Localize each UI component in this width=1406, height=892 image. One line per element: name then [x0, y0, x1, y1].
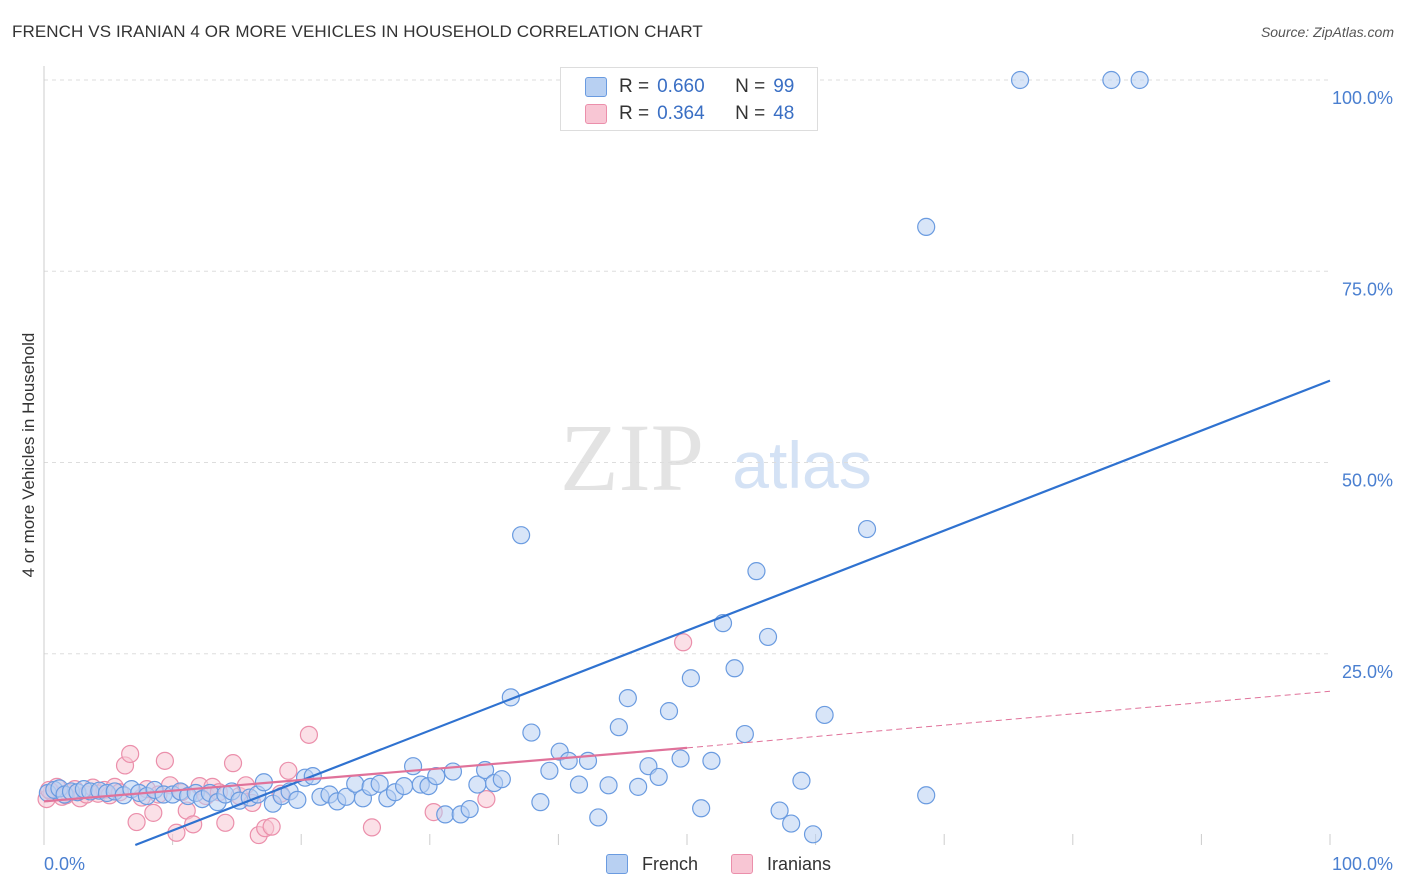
source-credit: Source: ZipAtlas.com	[1260, 24, 1394, 40]
iranians-legend-label: Iranians	[767, 853, 832, 874]
y-tick-label: 25.0%	[1342, 662, 1393, 682]
french-point	[629, 777, 648, 796]
french-point	[792, 771, 811, 790]
iranians-trend-extension	[686, 690, 1331, 749]
french-point	[747, 562, 766, 581]
french-point	[443, 762, 463, 781]
french-point	[659, 702, 679, 721]
french-point	[1130, 70, 1149, 90]
french-point	[681, 669, 700, 688]
french-point	[692, 799, 711, 818]
french-point	[540, 761, 559, 780]
iranians-point	[155, 751, 174, 770]
french-point	[370, 774, 389, 793]
chart-title: FRENCH VS IRANIAN 4 OR MORE VEHICLES IN …	[12, 22, 703, 41]
iranians-point	[144, 803, 163, 822]
iranians-point	[121, 744, 140, 764]
french-point	[460, 799, 479, 819]
legend-box: R = 0.660 N = 99 R = 0.364 N = 48	[560, 67, 818, 131]
trend-lines	[43, 379, 1331, 847]
french-point	[288, 790, 307, 809]
iranians-point	[279, 761, 298, 780]
french-point	[735, 724, 754, 744]
french-point	[857, 519, 877, 539]
iranians-point	[223, 754, 243, 773]
tick-labels: 25.0% 50.0% 75.0% 100.0% 0.0% 100.0%	[44, 88, 1393, 874]
french-point	[1010, 70, 1030, 90]
iranians-point	[299, 725, 319, 744]
french-point	[702, 751, 721, 770]
y-axis-label: 4 or more Vehicles in Household	[19, 333, 38, 578]
gridlines	[44, 79, 1330, 655]
french-point	[436, 805, 455, 824]
legend-r-label: R =	[619, 103, 650, 124]
french-swatch	[606, 854, 628, 874]
iranians-point	[477, 789, 496, 809]
french-point	[618, 689, 637, 708]
french-point	[725, 659, 744, 678]
bottom-legend-french: French	[606, 852, 698, 876]
french-point	[917, 217, 936, 236]
watermark-zip: ZIP	[560, 404, 704, 511]
french-point	[609, 718, 628, 737]
french-point	[671, 749, 690, 768]
french-point	[559, 751, 578, 770]
x-tick-label-min: 0.0%	[44, 854, 85, 874]
legend-n-label: N =	[735, 103, 766, 124]
iranians-r-value: 0.364	[657, 103, 705, 124]
french-point	[569, 775, 589, 794]
french-point	[531, 793, 550, 812]
iranians-point	[674, 633, 693, 652]
french-point	[512, 526, 531, 545]
legend-row-iranians: R = 0.364 N = 48	[585, 102, 794, 126]
legend-row-french: R = 0.660 N = 99	[585, 75, 794, 99]
iranians-point	[262, 817, 281, 836]
y-tick-label: 50.0%	[1342, 471, 1393, 491]
french-point	[815, 705, 834, 725]
french-r-value: 0.660	[657, 76, 705, 97]
x-tick-label-max: 100.0%	[1332, 854, 1393, 874]
legend-n-label: N =	[735, 76, 766, 97]
french-point	[1102, 70, 1121, 90]
y-tick-label: 75.0%	[1342, 279, 1393, 299]
iranians-n-value: 48	[773, 103, 795, 124]
french-swatch	[585, 77, 607, 97]
french-point	[917, 786, 936, 805]
french-point	[599, 776, 618, 795]
iranians-point	[362, 818, 382, 837]
french-point	[589, 808, 608, 827]
french-point	[758, 627, 778, 647]
y-tick-label: 100.0%	[1332, 88, 1393, 108]
french-point	[770, 801, 789, 820]
french-point	[394, 776, 414, 796]
axes	[43, 66, 1331, 845]
french-point	[649, 767, 668, 787]
iranians-swatch	[731, 854, 753, 874]
french-point	[803, 825, 823, 844]
french-point	[492, 770, 511, 789]
french-point	[782, 814, 801, 833]
bottom-legend-iranians: Iranians	[731, 852, 831, 876]
french-legend-label: French	[642, 853, 699, 874]
iranians-point	[216, 813, 235, 832]
legend-r-label: R =	[619, 76, 650, 97]
iranians-trend-line	[43, 746, 688, 803]
watermark-atlas: atlas	[732, 428, 871, 502]
french-trend-line	[134, 379, 1331, 847]
french-point	[522, 723, 541, 742]
french-n-value: 99	[773, 76, 795, 97]
iranians-point	[127, 812, 146, 832]
iranians-swatch	[585, 104, 607, 124]
